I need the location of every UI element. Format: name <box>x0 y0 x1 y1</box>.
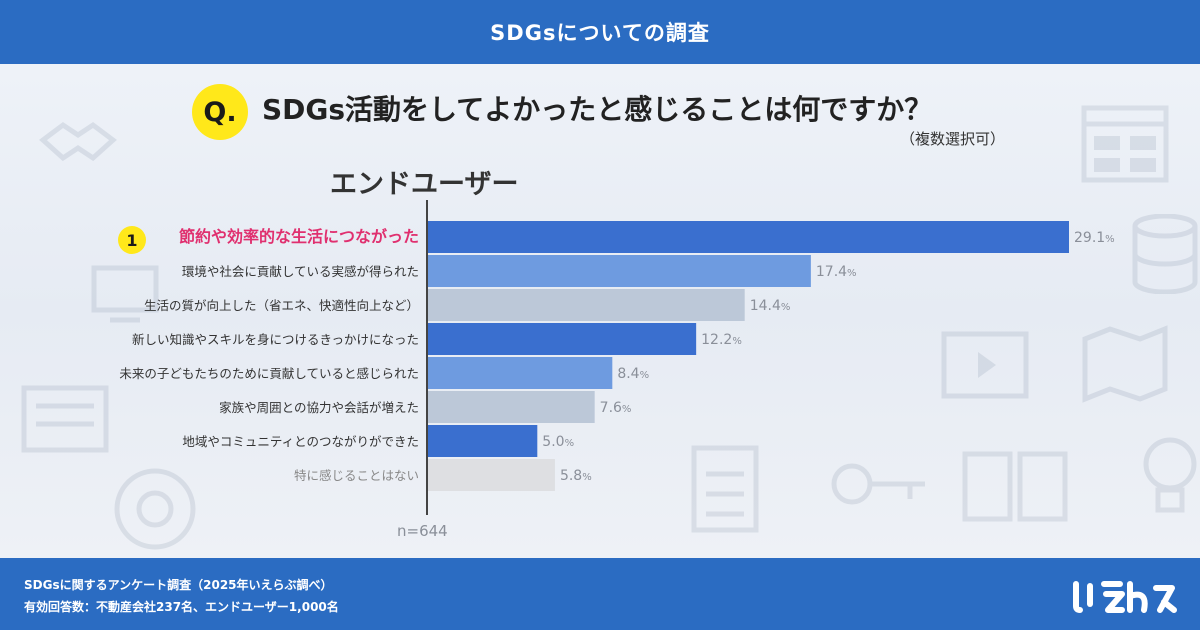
header-title: SDGsについての調査 <box>490 21 710 45</box>
rank-badge: 1 <box>118 226 146 254</box>
segment-label: エンドユーザー <box>330 169 519 200</box>
monitor-icon <box>91 265 159 323</box>
value-label-5: 8.4% <box>617 366 649 382</box>
multiple-choice-note: （複数選択可） <box>900 130 1006 148</box>
bar-4 <box>427 323 697 355</box>
checklist-icon <box>691 445 759 533</box>
category-label-2: 環境や社会に貢献している実感が得られた <box>182 264 419 279</box>
value-label-6: 7.6% <box>600 400 632 416</box>
bar-1 <box>427 221 1069 253</box>
window-icon <box>1081 105 1169 183</box>
handshake-icon <box>39 121 117 162</box>
chart-panel <box>0 64 1200 558</box>
target-icon <box>114 468 196 550</box>
bar-3 <box>427 289 745 321</box>
ierabu-logo <box>1073 581 1177 613</box>
map-icon <box>1082 325 1168 403</box>
value-label-7: 5.0% <box>542 434 574 450</box>
bar-7 <box>427 425 538 457</box>
sample-size-label: n=644 <box>397 522 448 540</box>
value-label-2: 17.4% <box>816 264 857 280</box>
question-text: SDGs活動をしてよかったと感じることは何ですか？ <box>262 93 933 126</box>
footer-source: SDGsに関するアンケート調査（2025年いえらぶ調べ） <box>24 578 333 592</box>
category-label-4: 新しい知識やスキルを身につけるきっかけになった <box>132 332 419 347</box>
header-bar: SDGsについての調査 <box>0 0 1200 64</box>
category-label-8: 特に感じることはない <box>294 468 419 483</box>
document-icon <box>21 385 109 453</box>
footer-respondents: 有効回答数：不動産会社237名、エンドユーザー1,000名 <box>24 600 339 614</box>
category-label-7: 地域やコミュニティとのつながりができた <box>182 434 419 449</box>
bar-6 <box>427 391 595 423</box>
database-icon <box>1132 214 1198 294</box>
category-label-3: 生活の質が向上した（省エネ、快適性向上など） <box>144 298 419 313</box>
value-label-1: 29.1% <box>1074 230 1115 246</box>
value-label-3: 14.4% <box>750 298 791 314</box>
footer-bar: SDGsに関するアンケート調査（2025年いえらぶ調べ） 有効回答数：不動産会社… <box>0 558 1200 630</box>
video-icon <box>941 331 1029 399</box>
book-icon <box>962 451 1068 522</box>
category-label-5: 未来の子どもたちのために貢献していると感じられた <box>119 366 419 381</box>
key-icon <box>831 463 925 505</box>
lightbulb-icon <box>1143 437 1197 513</box>
question-badge: Q. <box>192 84 248 140</box>
bar-5 <box>427 357 613 389</box>
value-label-8: 5.8% <box>560 468 592 484</box>
value-label-4: 12.2% <box>701 332 742 348</box>
category-label-1: 節約や効率的な生活につながった <box>178 227 419 246</box>
bar-8 <box>427 459 555 491</box>
category-label-6: 家族や周囲との協力や会話が増えた <box>219 400 419 415</box>
bar-2 <box>427 255 811 287</box>
